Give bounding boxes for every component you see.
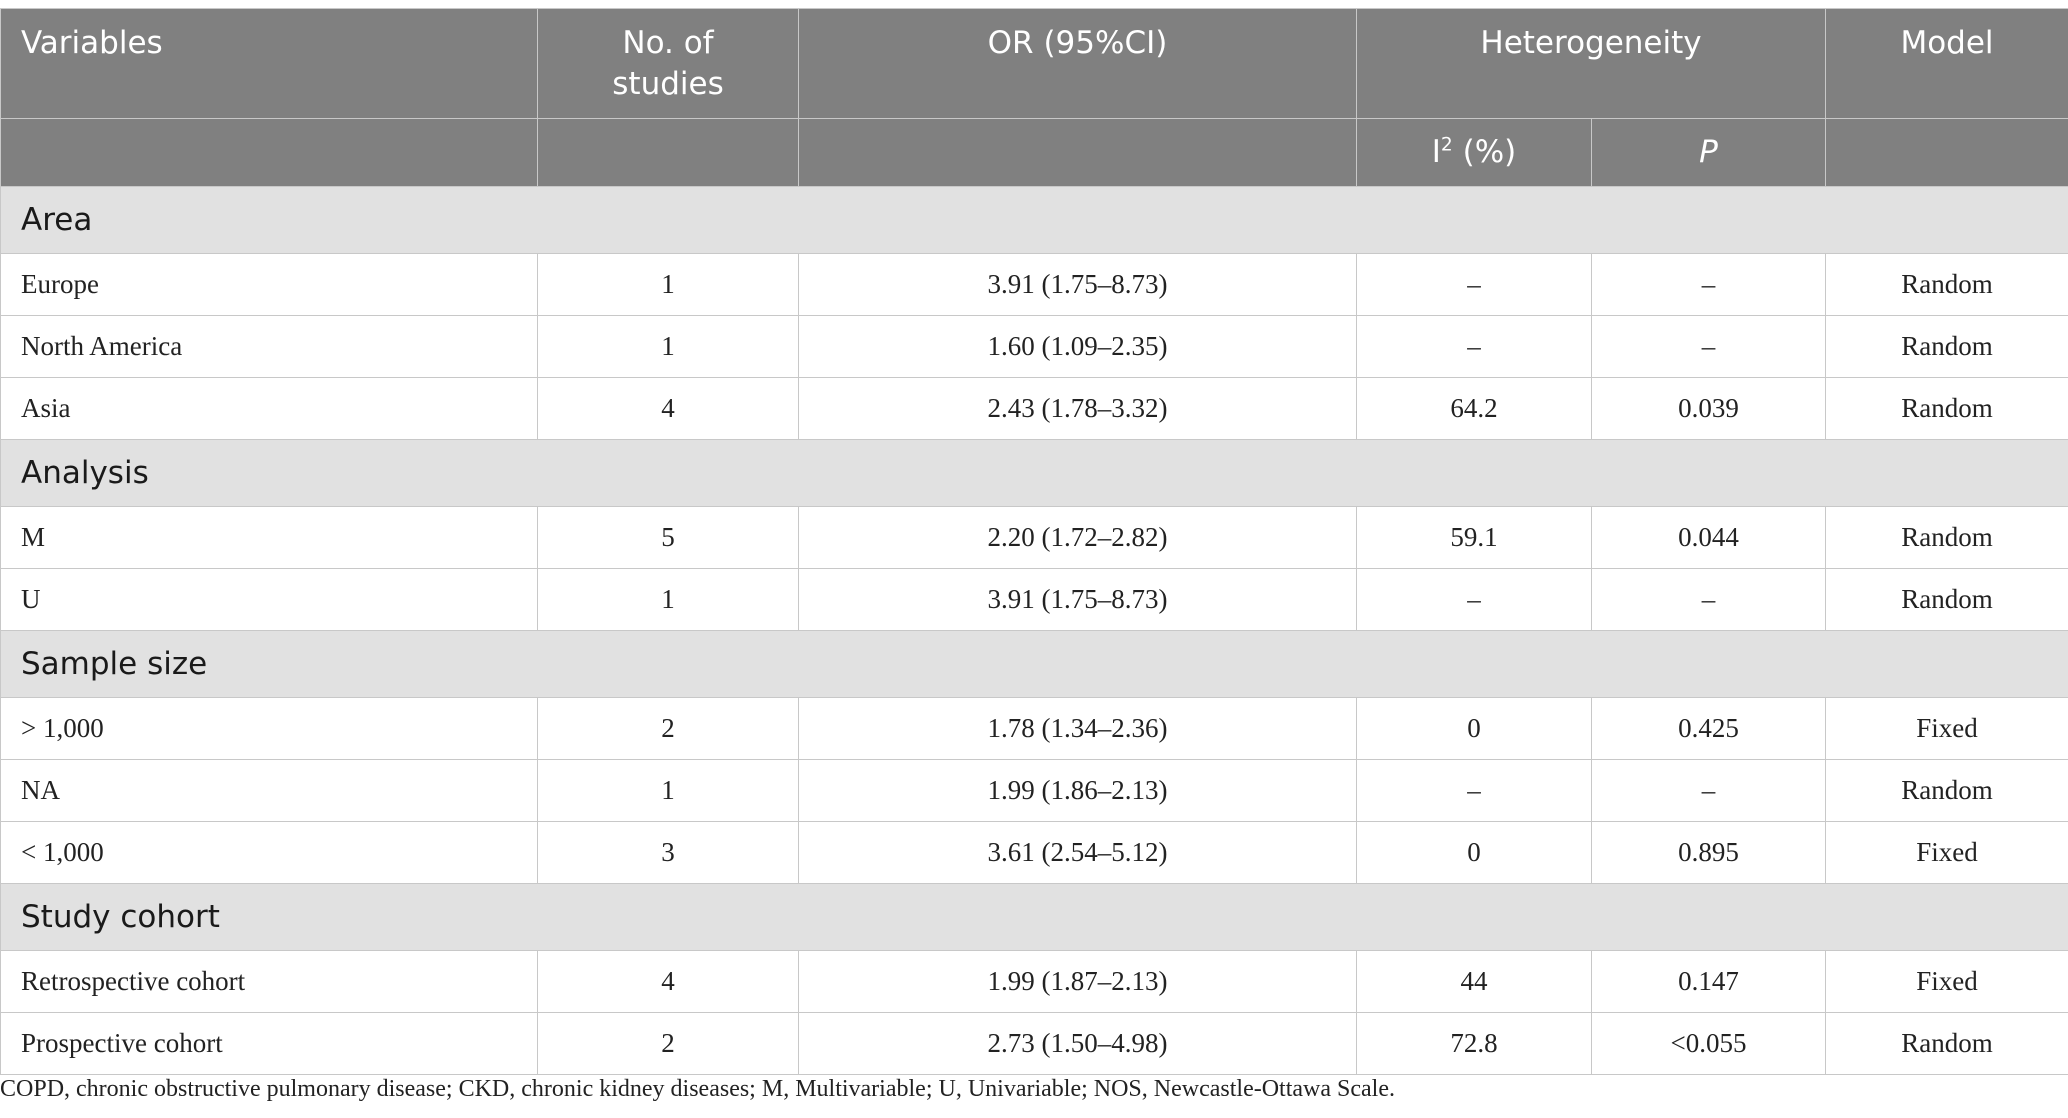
header-or-ci: OR (95%CI) bbox=[798, 8, 1357, 119]
section-title: Study cohort bbox=[0, 883, 2068, 951]
header-empty-cell bbox=[798, 118, 1357, 187]
cell-p-value: – bbox=[1590, 568, 1827, 631]
header-empty-cell bbox=[537, 118, 799, 187]
cell-no-of-studies: 2 bbox=[537, 1012, 799, 1075]
cell-model: Random bbox=[1825, 253, 2068, 316]
cell-or-ci: 2.43 (1.78–3.32) bbox=[798, 377, 1357, 440]
cell-model: Random bbox=[1825, 377, 2068, 440]
header-i2: I2 (%) bbox=[1356, 118, 1592, 187]
cell-or-ci: 3.61 (2.54–5.12) bbox=[798, 821, 1357, 884]
header-row-secondary: I2 (%) P bbox=[0, 118, 2068, 187]
cell-p-value: <0.055 bbox=[1590, 1012, 1827, 1075]
cell-or-ci: 2.73 (1.50–4.98) bbox=[798, 1012, 1357, 1075]
cell-i2: – bbox=[1356, 315, 1592, 378]
cell-i2: 0 bbox=[1356, 821, 1592, 884]
cell-no-of-studies: 1 bbox=[537, 759, 799, 822]
cell-or-ci: 2.20 (1.72–2.82) bbox=[798, 506, 1357, 569]
section-title: Area bbox=[0, 186, 2068, 254]
cell-model: Random bbox=[1825, 759, 2068, 822]
cell-no-of-studies: 1 bbox=[537, 568, 799, 631]
cell-model: Fixed bbox=[1825, 821, 2068, 884]
cell-model: Random bbox=[1825, 1012, 2068, 1075]
cell-model: Fixed bbox=[1825, 950, 2068, 1013]
cell-variable: NA bbox=[0, 759, 538, 822]
header-row-primary: Variables No. of studies OR (95%CI) Hete… bbox=[0, 8, 2068, 119]
table-header: Variables No. of studies OR (95%CI) Hete… bbox=[0, 8, 2068, 187]
table-row: > 1,000 2 1.78 (1.34–2.36) 0 0.425 Fixed bbox=[0, 697, 2068, 760]
cell-p-value: 0.039 bbox=[1590, 377, 1827, 440]
cell-i2: – bbox=[1356, 568, 1592, 631]
cell-p-value: 0.425 bbox=[1590, 697, 1827, 760]
cell-or-ci: 1.99 (1.86–2.13) bbox=[798, 759, 1357, 822]
cell-or-ci: 1.99 (1.87–2.13) bbox=[798, 950, 1357, 1013]
header-p: P bbox=[1590, 118, 1827, 187]
cell-i2: 72.8 bbox=[1356, 1012, 1592, 1075]
cell-model: Random bbox=[1825, 568, 2068, 631]
cell-variable: M bbox=[0, 506, 538, 569]
cell-or-ci: 3.91 (1.75–8.73) bbox=[798, 568, 1357, 631]
table-row: Asia 4 2.43 (1.78–3.32) 64.2 0.039 Random bbox=[0, 377, 2068, 440]
cell-i2: 64.2 bbox=[1356, 377, 1592, 440]
cell-variable: Europe bbox=[0, 253, 538, 316]
header-model: Model bbox=[1825, 8, 2068, 119]
cell-i2: – bbox=[1356, 253, 1592, 316]
section-row: Analysis bbox=[0, 439, 2068, 507]
cell-or-ci: 3.91 (1.75–8.73) bbox=[798, 253, 1357, 316]
table-row: U 1 3.91 (1.75–8.73) – – Random bbox=[0, 568, 2068, 631]
cell-model: Random bbox=[1825, 506, 2068, 569]
table-footnote: COPD, chronic obstructive pulmonary dise… bbox=[0, 1076, 1395, 1102]
cell-p-value: 0.895 bbox=[1590, 821, 1827, 884]
cell-no-of-studies: 4 bbox=[537, 377, 799, 440]
cell-no-of-studies: 2 bbox=[537, 697, 799, 760]
cell-variable: > 1,000 bbox=[0, 697, 538, 760]
section-row: Study cohort bbox=[0, 883, 2068, 951]
cell-no-of-studies: 5 bbox=[537, 506, 799, 569]
header-variables: Variables bbox=[0, 8, 538, 119]
cell-i2: 59.1 bbox=[1356, 506, 1592, 569]
cell-no-of-studies: 4 bbox=[537, 950, 799, 1013]
section-title: Analysis bbox=[0, 439, 2068, 507]
cell-no-of-studies: 1 bbox=[537, 315, 799, 378]
cell-or-ci: 1.78 (1.34–2.36) bbox=[798, 697, 1357, 760]
cell-p-value: – bbox=[1590, 759, 1827, 822]
subgroup-analysis-table: Variables No. of studies OR (95%CI) Hete… bbox=[0, 8, 2068, 1075]
cell-p-value: – bbox=[1590, 315, 1827, 378]
table-row: NA 1 1.99 (1.86–2.13) – – Random bbox=[0, 759, 2068, 822]
cell-variable: U bbox=[0, 568, 538, 631]
section-row: Sample size bbox=[0, 630, 2068, 698]
cell-i2: 44 bbox=[1356, 950, 1592, 1013]
cell-variable: Asia bbox=[0, 377, 538, 440]
cell-model: Random bbox=[1825, 315, 2068, 378]
cell-variable: < 1,000 bbox=[0, 821, 538, 884]
cell-no-of-studies: 1 bbox=[537, 253, 799, 316]
cell-or-ci: 1.60 (1.09–2.35) bbox=[798, 315, 1357, 378]
table-row: Europe 1 3.91 (1.75–8.73) – – Random bbox=[0, 253, 2068, 316]
cell-i2: – bbox=[1356, 759, 1592, 822]
cell-variable: North America bbox=[0, 315, 538, 378]
cell-i2: 0 bbox=[1356, 697, 1592, 760]
cell-p-value: 0.147 bbox=[1590, 950, 1827, 1013]
table-row: < 1,000 3 3.61 (2.54–5.12) 0 0.895 Fixed bbox=[0, 821, 2068, 884]
cell-no-of-studies: 3 bbox=[537, 821, 799, 884]
table-row: Retrospective cohort 4 1.99 (1.87–2.13) 44 0… bbox=[0, 950, 2068, 1013]
table-body: Area Europe 1 3.91 (1.75–8.73) – – Random North… bbox=[0, 186, 2068, 1075]
cell-p-value: – bbox=[1590, 253, 1827, 316]
table-row: M 5 2.20 (1.72–2.82) 59.1 0.044 Random bbox=[0, 506, 2068, 569]
section-title: Sample size bbox=[0, 630, 2068, 698]
header-no-of-studies: No. of studies bbox=[537, 8, 799, 119]
header-empty-cell bbox=[0, 118, 538, 187]
cell-variable: Prospective cohort bbox=[0, 1012, 538, 1075]
cell-p-value: 0.044 bbox=[1590, 506, 1827, 569]
table-row: North America 1 1.60 (1.09–2.35) – – Random bbox=[0, 315, 2068, 378]
results-table-container: Variables No. of studies OR (95%CI) Hete… bbox=[0, 8, 2068, 1075]
header-heterogeneity: Heterogeneity bbox=[1355, 8, 1827, 119]
section-row: Area bbox=[0, 186, 2068, 254]
cell-variable: Retrospective cohort bbox=[0, 950, 538, 1013]
header-empty-cell bbox=[1825, 118, 2068, 187]
cell-model: Fixed bbox=[1825, 697, 2068, 760]
table-row: Prospective cohort 2 2.73 (1.50–4.98) 72.8 <… bbox=[0, 1012, 2068, 1075]
